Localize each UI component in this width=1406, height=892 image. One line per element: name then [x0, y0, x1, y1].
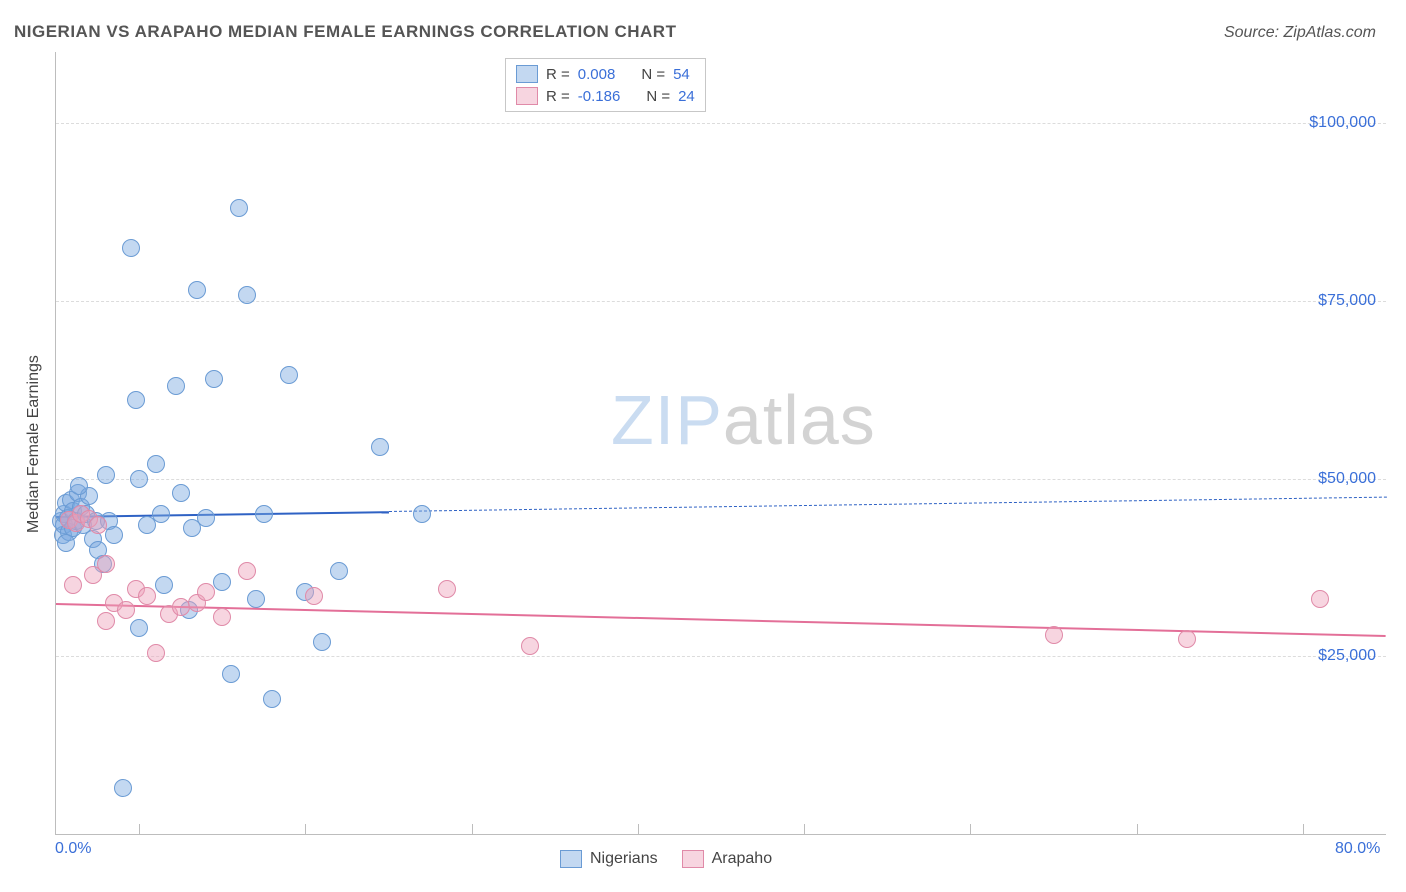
data-point [438, 580, 456, 598]
data-point [70, 477, 88, 495]
plot-area: ZIPatlas $25,000 $50,000 $75,000 $100,000 [55, 52, 1386, 835]
chart-source: Source: ZipAtlas.com [1224, 24, 1376, 42]
data-point [205, 370, 223, 388]
data-point [305, 587, 323, 605]
data-point [197, 583, 215, 601]
data-point [130, 619, 148, 637]
data-point [97, 466, 115, 484]
legend-r-label: R = [546, 66, 570, 83]
legend-r-value-1: -0.186 [578, 88, 621, 105]
data-point [213, 573, 231, 591]
legend-swatch-bottom-1 [682, 850, 704, 868]
legend-stats-row-1: R = -0.186 N = 24 [516, 85, 695, 107]
data-point [147, 644, 165, 662]
y-tick-label: $75,000 [1296, 292, 1376, 310]
legend-r-label: R = [546, 88, 570, 105]
x-tick [804, 824, 805, 834]
x-axis-min-label: 0.0% [55, 840, 91, 858]
chart-title: NIGERIAN VS ARAPAHO MEDIAN FEMALE EARNIN… [14, 22, 676, 42]
data-point [238, 286, 256, 304]
data-point [138, 587, 156, 605]
data-point [172, 598, 190, 616]
data-point [188, 281, 206, 299]
data-point [152, 505, 170, 523]
x-tick [139, 824, 140, 834]
watermark: ZIPatlas [611, 380, 876, 460]
watermark-b: atlas [723, 381, 876, 459]
data-point [130, 470, 148, 488]
data-point [371, 438, 389, 456]
data-point [330, 562, 348, 580]
y-axis-title: Median Female Earnings [25, 355, 43, 533]
data-point [213, 608, 231, 626]
legend-label-0: Nigerians [590, 850, 658, 868]
data-point [1178, 630, 1196, 648]
legend-n-label: N = [646, 88, 670, 105]
legend-item-1: Arapaho [682, 850, 773, 868]
legend-swatch-0 [516, 65, 538, 83]
data-point [122, 239, 140, 257]
data-point [1311, 590, 1329, 608]
data-point [155, 576, 173, 594]
data-point [238, 562, 256, 580]
legend-item-0: Nigerians [560, 850, 658, 868]
data-point [263, 690, 281, 708]
legend-n-label: N = [641, 66, 665, 83]
data-point [97, 555, 115, 573]
legend-stats-box: R = 0.008 N = 54 R = -0.186 N = 24 [505, 58, 706, 112]
x-tick [305, 824, 306, 834]
legend-n-value-0: 54 [673, 66, 690, 83]
data-point [1045, 626, 1063, 644]
gridline [56, 301, 1386, 302]
data-point [167, 377, 185, 395]
data-point [105, 526, 123, 544]
data-point [280, 366, 298, 384]
data-point [413, 505, 431, 523]
data-point [247, 590, 265, 608]
data-point [117, 601, 135, 619]
data-point [147, 455, 165, 473]
legend-r-value-0: 0.008 [578, 66, 616, 83]
legend-swatch-bottom-0 [560, 850, 582, 868]
data-point [222, 665, 240, 683]
x-tick [1137, 824, 1138, 834]
data-point [57, 534, 75, 552]
legend-swatch-1 [516, 87, 538, 105]
legend-bottom: Nigerians Arapaho [560, 850, 772, 868]
y-tick-label: $50,000 [1296, 470, 1376, 488]
y-tick-label: $25,000 [1296, 647, 1376, 665]
gridline [56, 479, 1386, 480]
data-point [127, 391, 145, 409]
x-tick [1303, 824, 1304, 834]
data-point [172, 484, 190, 502]
x-tick [638, 824, 639, 834]
gridline [56, 656, 1386, 657]
data-point [64, 576, 82, 594]
watermark-a: ZIP [611, 381, 723, 459]
x-tick [472, 824, 473, 834]
data-point [255, 505, 273, 523]
legend-stats-row-0: R = 0.008 N = 54 [516, 63, 695, 85]
trend-line [388, 496, 1386, 511]
legend-n-value-1: 24 [678, 88, 695, 105]
data-point [197, 509, 215, 527]
legend-label-1: Arapaho [712, 850, 773, 868]
data-point [230, 199, 248, 217]
data-point [89, 516, 107, 534]
gridline [56, 123, 1386, 124]
data-point [521, 637, 539, 655]
y-tick-label: $100,000 [1296, 114, 1376, 132]
x-tick [970, 824, 971, 834]
data-point [97, 612, 115, 630]
x-axis-max-label: 80.0% [1335, 840, 1380, 858]
data-point [114, 779, 132, 797]
data-point [313, 633, 331, 651]
